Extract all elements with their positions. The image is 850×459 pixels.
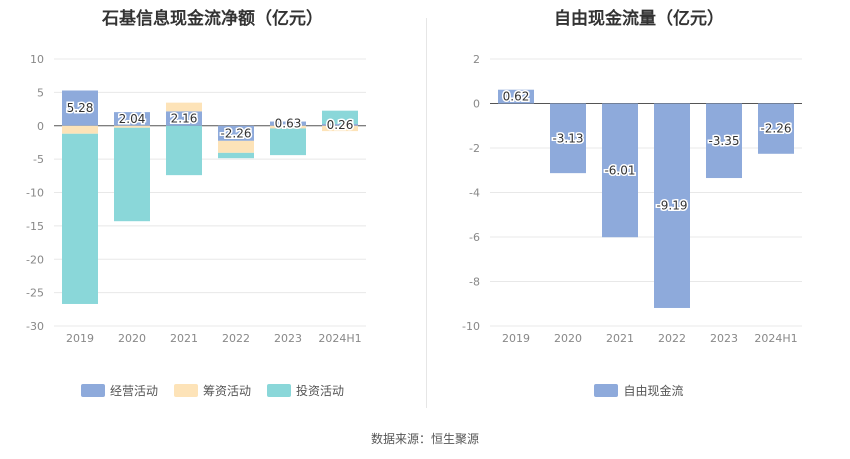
bar — [166, 125, 202, 176]
legend-label: 自由现金流 — [623, 384, 684, 398]
bar — [166, 111, 202, 126]
data-label: -6.01 — [604, 163, 635, 177]
free-cash-flow-chart: 2 0 -2 -4 -6 -8 -10 2019 2020 2021 2022 2023 2024H1 0… — [462, 53, 802, 345]
x-tick-label: 2020 — [554, 332, 582, 345]
legend-item[interactable]: 经营活动 — [80, 382, 158, 399]
x-tick-label: 2022 — [658, 332, 686, 345]
bar — [654, 103, 690, 308]
legend-swatch — [80, 384, 105, 397]
panel-divider — [426, 18, 427, 408]
data-label: -3.35 — [708, 134, 739, 148]
bar — [322, 125, 358, 132]
data-label: 5.28 — [67, 101, 94, 115]
legend-item[interactable]: 投资活动 — [267, 382, 344, 399]
y-tick-label: -20 — [26, 253, 44, 266]
bar — [218, 140, 254, 153]
x-tick-label: 2023 — [274, 332, 302, 345]
legend-label: 投资活动 — [296, 384, 345, 398]
y-tick-label: -10 — [462, 320, 480, 333]
data-label: 0.26 — [327, 118, 354, 132]
legend-label: 筹资活动 — [202, 384, 251, 398]
bar — [114, 127, 150, 222]
x-tick-label: 2024H1 — [318, 332, 361, 345]
bar — [550, 103, 586, 174]
cash-flow-net-chart: 10 5 0 -5 -10 -15 -20 -25 -30 2019 2020 2021 2022 202… — [26, 53, 366, 345]
x-tick-label: 2019 — [502, 332, 530, 345]
free-cash-flow-panel: 自由现金流量（亿元） 2 0 -2 -4 -6 -8 -10 2019 2020 2021 2022… — [428, 0, 850, 410]
data-label: -3.13 — [552, 131, 583, 145]
bar — [602, 103, 638, 238]
y-tick-label: -30 — [26, 320, 44, 333]
data-label: 0.63 — [275, 117, 302, 131]
bar — [322, 110, 358, 125]
bar — [270, 128, 306, 156]
bar — [270, 125, 306, 129]
y-tick-label: 5 — [37, 86, 44, 99]
y-tick-label: 0 — [473, 98, 480, 111]
bar — [270, 121, 306, 126]
legend-label: 经营活动 — [109, 384, 158, 398]
x-tick-label: 2023 — [710, 332, 738, 345]
x-tick-label: 2021 — [606, 332, 634, 345]
bar — [706, 103, 742, 179]
cash-flow-net-panel: 石基信息现金流净额（亿元） 10 5 0 -5 -10 -15 -20 -25 -30 2019 2… — [0, 0, 425, 410]
y-tick-label: -6 — [469, 231, 480, 244]
legend-item[interactable]: 筹资活动 — [173, 382, 251, 399]
bar — [322, 124, 358, 126]
bar — [218, 125, 254, 141]
data-source-note: 数据来源：恒生聚源 — [370, 432, 479, 446]
y-tick-label: -5 — [33, 153, 44, 166]
data-label: -2.26 — [220, 126, 251, 140]
data-label: 2.04 — [119, 112, 146, 126]
x-tick-label: 2022 — [222, 332, 250, 345]
y-tick-label: -25 — [26, 287, 44, 300]
data-label: 2.16 — [171, 112, 198, 126]
x-tick-label: 2020 — [118, 332, 146, 345]
bar — [62, 125, 98, 134]
cash-flow-net-title: 石基信息现金流净额（亿元） — [102, 9, 323, 29]
cash-flow-net-legend: 经营活动 筹资活动 投资活动 — [0, 382, 425, 399]
legend-swatch — [594, 384, 619, 397]
bar — [62, 90, 98, 126]
x-tick-label: 2019 — [66, 332, 94, 345]
x-tick-label: 2021 — [170, 332, 198, 345]
y-tick-label: 10 — [30, 53, 44, 66]
y-tick-label: -8 — [469, 276, 480, 289]
bar — [498, 89, 534, 104]
bar — [62, 133, 98, 304]
bar — [166, 102, 202, 112]
x-tick-label: 2024H1 — [754, 332, 797, 345]
y-tick-label: 2 — [473, 53, 480, 66]
bar — [114, 125, 150, 128]
y-tick-label: -15 — [26, 220, 44, 233]
data-label: -9.19 — [656, 199, 687, 213]
bar — [114, 112, 150, 126]
y-tick-label: -4 — [469, 187, 480, 200]
legend-item[interactable]: 自由现金流 — [594, 382, 684, 399]
data-label: -2.26 — [760, 122, 791, 136]
bar — [758, 103, 794, 154]
free-cash-flow-legend: 自由现金流 — [428, 382, 850, 399]
y-tick-label: 0 — [37, 120, 44, 133]
y-tick-label: -10 — [26, 187, 44, 200]
legend-swatch — [267, 384, 291, 397]
legend-swatch — [173, 384, 198, 397]
bar — [218, 152, 254, 159]
y-tick-label: -2 — [469, 142, 480, 155]
free-cash-flow-title: 自由现金流量（亿元） — [554, 9, 724, 29]
data-label: 0.62 — [503, 90, 530, 104]
